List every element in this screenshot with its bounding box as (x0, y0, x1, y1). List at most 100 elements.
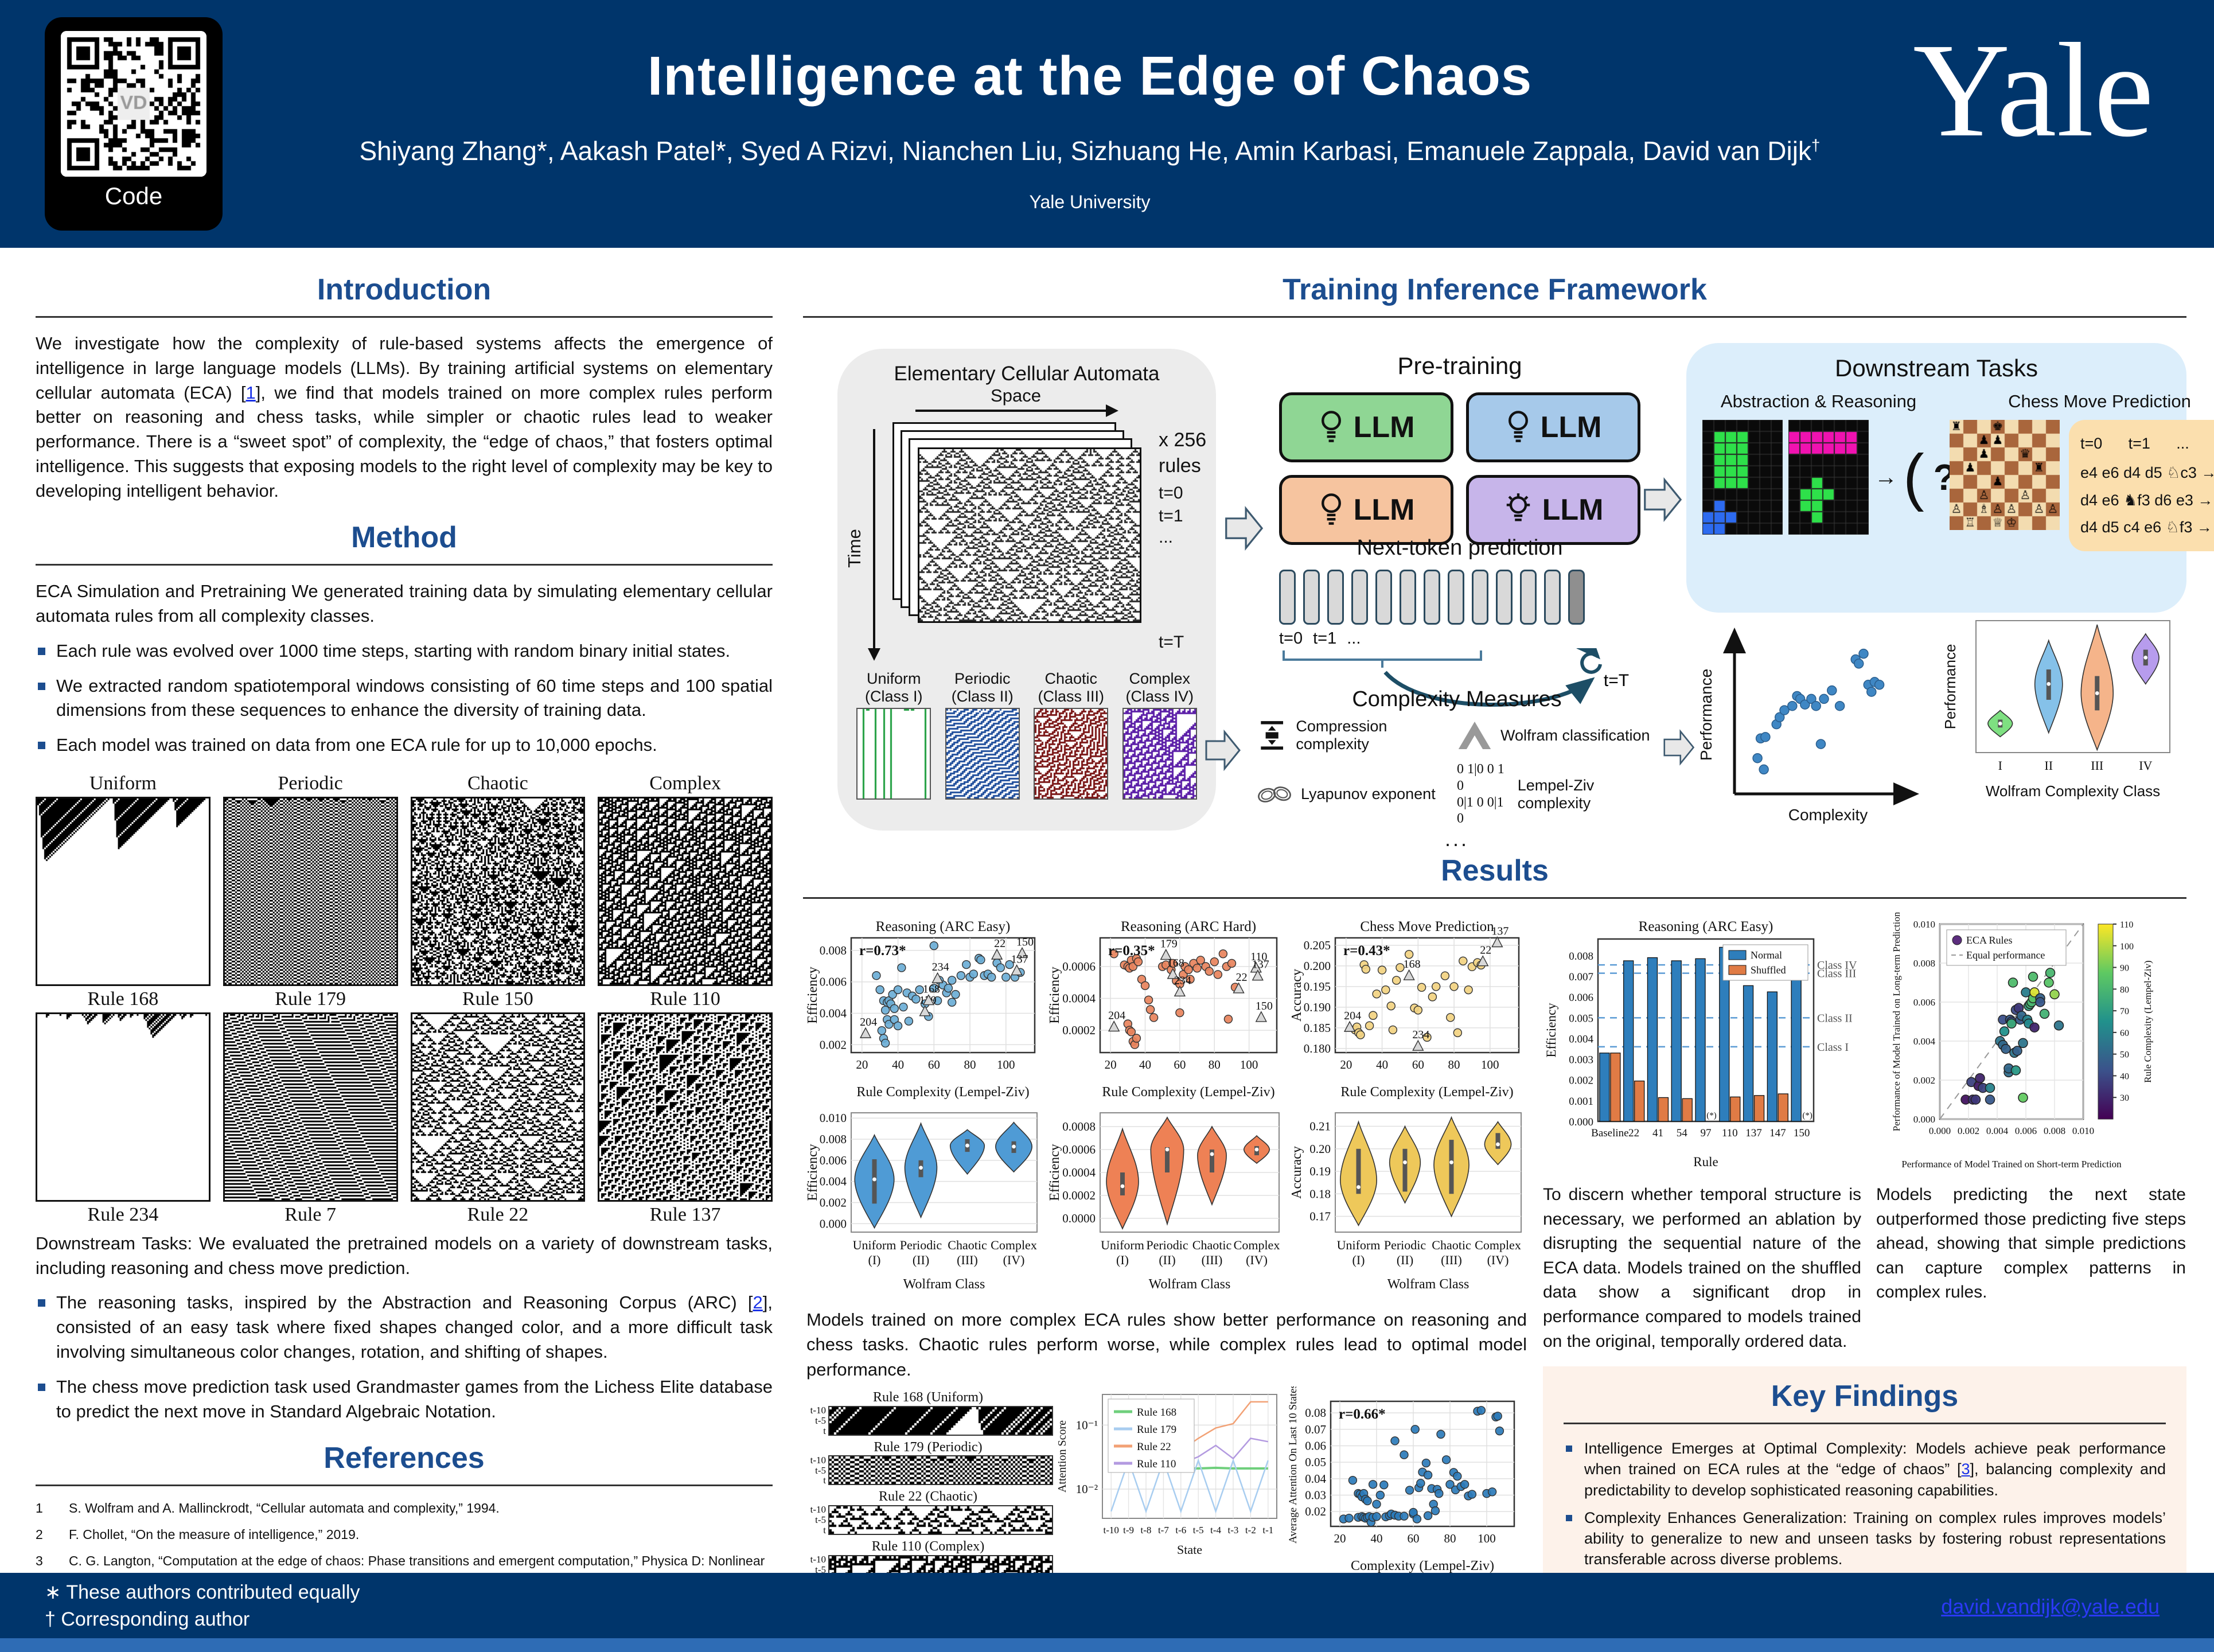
svg-text:Baseline: Baseline (1591, 1127, 1628, 1139)
llm-label: LLM (1353, 411, 1415, 444)
eca-box-title: Elementary Cellular Automata (894, 363, 1160, 385)
strip-rule-179 (828, 1455, 1053, 1486)
eca-panel-rule-7 (223, 1012, 398, 1202)
svg-text:0.000: 0.000 (1929, 1125, 1951, 1136)
wolfram-classification-item: Wolfram classification (1457, 718, 1658, 753)
svg-text:Chaotic: Chaotic (1432, 1238, 1471, 1252)
svg-text:t-2: t-2 (1245, 1525, 1256, 1536)
plot-arc-easy-violin: 0.000 0.002 0.004 0.006 0.008 0.010 Uniform (I)… (803, 1105, 1045, 1297)
flow-arrow-icon (1205, 729, 1241, 772)
framework-figure: Elementary Cellular Automata Space Time … (803, 332, 2214, 851)
svg-text:234: 234 (1412, 1028, 1429, 1041)
svg-text:22: 22 (1480, 944, 1491, 957)
svg-text:(III): (III) (957, 1253, 978, 1267)
lempel-ziv-item: 0 1|0 0 1 0 0|1 0 0|1 0 Lempel-Ziv comple… (1457, 761, 1658, 827)
poster-footer: ∗ These authors contributed equally † Co… (0, 1573, 2214, 1638)
svg-text:IV: IV (2139, 758, 2152, 773)
svg-text:0.190: 0.190 (1304, 1000, 1331, 1014)
svg-text:10⁻²: 10⁻² (1076, 1482, 1098, 1496)
reference-item: 1 S. Wolfram and A. Mallinckrodt, “Cellul… (36, 1500, 773, 1517)
svg-text:Rule 168: Rule 168 (1137, 1406, 1176, 1419)
results-left-block: 20 40 60 80 100 0.002 0.004 0.006 0.008 204 179 168… (803, 913, 1530, 1645)
more-measures-dots: ... (1444, 827, 1469, 851)
rule-caption: Rule 137 (649, 1203, 721, 1225)
svg-text:Rule 22: Rule 22 (1137, 1441, 1171, 1453)
svg-text:20: 20 (1340, 1058, 1352, 1072)
svg-text:t-8: t-8 (1141, 1525, 1152, 1536)
svg-text:40: 40 (2120, 1072, 2129, 1081)
key-finding: Complexity Enhances Generalization: Trai… (1564, 1507, 2166, 1570)
svg-text:Average Attention On Last 10 S: Average Attention On Last 10 States (1287, 1386, 1299, 1544)
plot-arc-easy-scatter: 204060801000.0020.0040.0060.008204179168… (803, 913, 1045, 1105)
key-findings-heading: Key Findings (1771, 1380, 1959, 1413)
shining-lightbulb-icon (1506, 493, 1530, 521)
svg-text:20: 20 (1105, 1058, 1117, 1072)
svg-text:110: 110 (1722, 1127, 1738, 1139)
svg-text:0.008: 0.008 (1913, 958, 1935, 969)
results-right-block: 0.000 0.001 0.002 0.003 0.004 0.005 0.006 0.007… (1543, 911, 2186, 1645)
reference-number: 3 (36, 1553, 43, 1569)
binary-string-icon: 0 1|0 0 1 0 0|1 0 0|1 0 (1457, 762, 1504, 827)
svg-text:0.0008: 0.0008 (1062, 1120, 1096, 1133)
divider (803, 897, 2186, 899)
corresponding-author-mark: † (1811, 136, 1821, 154)
svg-text:137: 137 (1011, 953, 1028, 966)
svg-text:t-10: t-10 (1104, 1525, 1119, 1536)
qr-code-image (61, 31, 206, 177)
svg-text:137: 137 (1745, 1127, 1762, 1139)
svg-text:60: 60 (1408, 1532, 1420, 1545)
eca-panel-rule-22 (410, 1012, 586, 1202)
svg-text:r=0.43*: r=0.43* (1343, 943, 1390, 959)
svg-text:80: 80 (964, 1058, 976, 1072)
dots-label: ... (1159, 528, 1174, 547)
svg-text:t-3: t-3 (1228, 1525, 1239, 1536)
svg-text:Efficiency: Efficiency (1047, 1144, 1062, 1201)
svg-text:Uniform: Uniform (1101, 1238, 1144, 1252)
svg-text:0.17: 0.17 (1309, 1210, 1331, 1224)
svg-text:0.003: 0.003 (1569, 1054, 1593, 1066)
qr-code-label: Code (104, 182, 163, 209)
svg-text:Rule Complexity (Lempel-Ziv): Rule Complexity (Lempel-Ziv) (1340, 1085, 1513, 1100)
svg-text:0.008: 0.008 (1569, 950, 1593, 963)
svg-text:Rule Complexity (Lempel-Ziv): Rule Complexity (Lempel-Ziv) (856, 1085, 1029, 1100)
pretraining-title: Pre-training (1397, 352, 1522, 379)
svg-text:Class IV: Class IV (1817, 959, 1857, 972)
llm-box-orange: LLM (1279, 475, 1453, 545)
key-finding-text-cont: ], balancing complexity and predictabili… (1584, 1460, 2166, 1499)
ref-link-2[interactable]: 2 (753, 1292, 763, 1313)
rule-strips-block: Rule 168 (Uniform) t-10 t-5 t Rule 179 (Pe… (803, 1386, 1053, 1585)
svg-text:(II): (II) (1397, 1253, 1413, 1267)
svg-text:137: 137 (1491, 925, 1509, 938)
compression-icon (1261, 721, 1284, 750)
svg-text:r=0.66*: r=0.66* (1339, 1406, 1386, 1422)
next-token-block: Next-token prediction t=0 t=1... t=T (1279, 536, 1640, 711)
ref-link-3[interactable]: 3 (1961, 1460, 1970, 1478)
arc-grid-example (1788, 420, 1869, 535)
svg-text:0.000: 0.000 (820, 1217, 847, 1230)
lightbulb-icon (1508, 411, 1528, 442)
arc-subtitle: Abstraction & Reasoning (1720, 391, 1917, 411)
svg-text:0.008: 0.008 (2044, 1125, 2065, 1136)
class-i-label: Uniform (Class I) (865, 670, 923, 706)
svg-text:Class II: Class II (1817, 1012, 1853, 1024)
email-link[interactable]: david.vandijk@yale.edu (1941, 1595, 2160, 1618)
intro-text: We investigate how the complexity of rul… (36, 333, 773, 403)
svg-text:0.008: 0.008 (820, 1132, 847, 1146)
svg-text:168: 168 (1404, 958, 1421, 971)
svg-text:0.205: 0.205 (1304, 938, 1331, 952)
svg-text:Wolfram Class: Wolfram Class (1387, 1277, 1469, 1292)
svg-text:t-9: t-9 (1123, 1525, 1134, 1536)
svg-text:0.002: 0.002 (1913, 1075, 1935, 1086)
lightbulb-icon (1321, 411, 1341, 442)
horizon-text: Models predicting the next state outperf… (1876, 1185, 2186, 1302)
key-finding-text: Intelligence Emerges at Optimal Complexi… (1584, 1440, 2166, 1478)
strip-title: Rule 179 (Periodic) (874, 1439, 983, 1455)
svg-text:State: State (1177, 1542, 1202, 1557)
svg-text:(I): (I) (1116, 1253, 1129, 1267)
results-caption-1: Models trained on more complex ECA rules… (806, 1310, 1527, 1380)
svg-text:(IV): (IV) (1003, 1253, 1025, 1267)
poster-header: Code Intelligence at the Edge of Chaos S… (0, 0, 2214, 248)
complexity-measures-block: Complexity Measures Compression complexi… (1256, 687, 1658, 851)
ref-link-1[interactable]: 1 (245, 382, 256, 403)
svg-text:Efficiency: Efficiency (805, 967, 820, 1024)
